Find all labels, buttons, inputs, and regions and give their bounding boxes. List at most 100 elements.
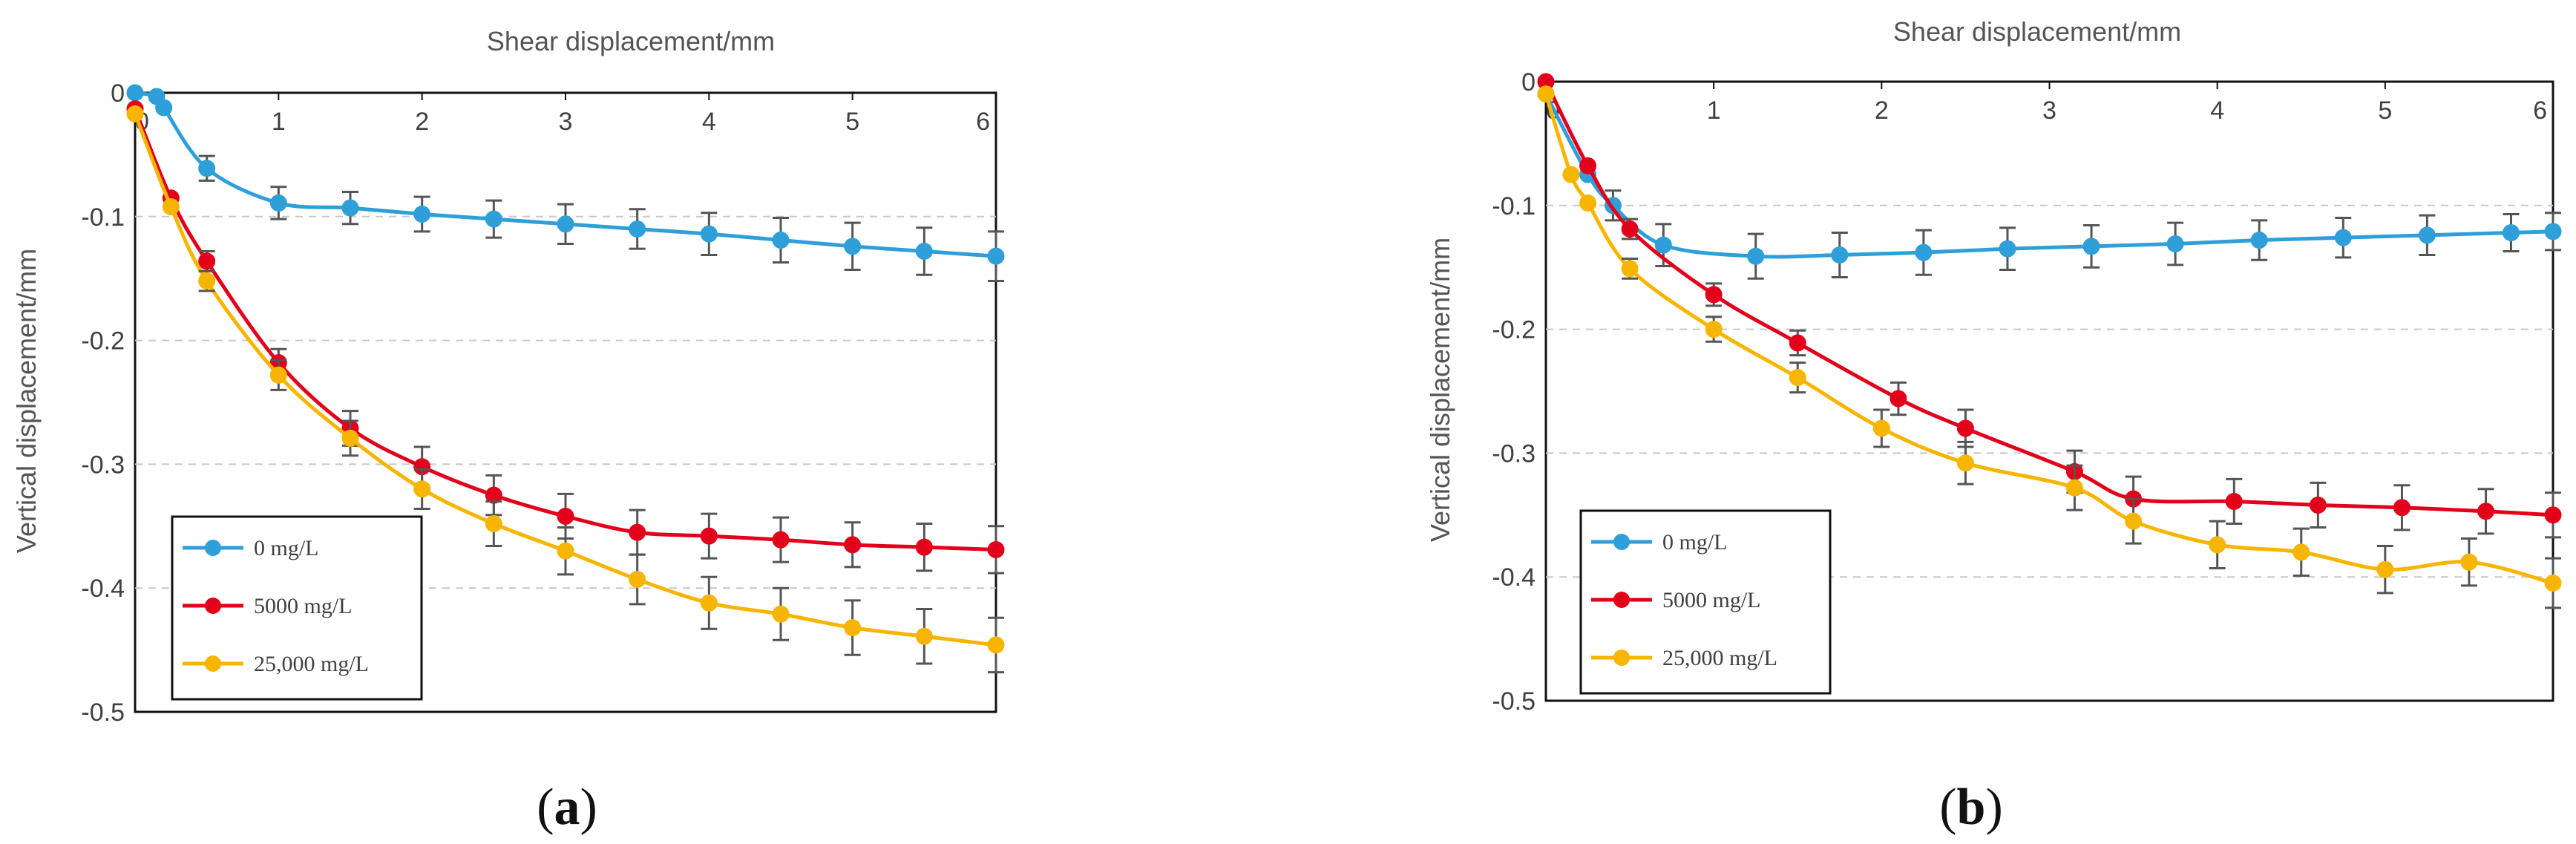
- x-tick-label: 5: [2378, 96, 2392, 125]
- data-point: [1562, 166, 1580, 183]
- x-tick-label: 4: [2210, 96, 2224, 125]
- legend-label: 0 mg/L: [1662, 530, 1728, 555]
- data-point: [557, 507, 574, 525]
- data-point: [198, 160, 216, 177]
- data-point: [1956, 454, 1974, 472]
- data-point: [198, 272, 216, 290]
- data-point: [1747, 247, 1765, 265]
- x-tick-label: 3: [559, 108, 573, 136]
- data-point: [1789, 369, 1806, 387]
- legend-swatch-marker: [205, 540, 221, 556]
- data-point: [915, 243, 933, 261]
- legend-label: 25,000 mg/L: [254, 652, 369, 676]
- data-point: [485, 210, 502, 228]
- panel-label: (a): [537, 779, 597, 836]
- y-tick-label: -0.4: [81, 575, 125, 603]
- data-point: [2209, 536, 2226, 554]
- data-point: [700, 527, 718, 545]
- series-5000-mg-l: [1537, 73, 2562, 539]
- x-tick-label: 1: [272, 108, 286, 136]
- data-point: [1872, 419, 1890, 437]
- data-point: [844, 238, 862, 255]
- y-tick-label: -0.4: [1492, 563, 1536, 592]
- data-point: [2125, 512, 2143, 530]
- data-point: [700, 225, 718, 243]
- data-point: [341, 199, 359, 217]
- x-tick-label: 2: [1875, 96, 1889, 125]
- data-point: [629, 571, 646, 589]
- x-tick-label: 6: [2533, 96, 2547, 125]
- legend: 0 mg/L 5000 mg/L 25,000 mg/L: [1579, 509, 1832, 695]
- data-point: [2376, 560, 2394, 578]
- data-point: [987, 540, 1005, 558]
- data-point: [2082, 238, 2100, 255]
- data-point: [2544, 575, 2562, 592]
- data-point: [126, 105, 144, 122]
- data-point: [1654, 236, 1672, 254]
- y-tick-label: -0.1: [1492, 192, 1536, 220]
- data-point: [772, 531, 790, 549]
- legend: 0 mg/L 5000 mg/L 25,000 mg/L: [171, 515, 423, 701]
- x-axis-title: Shear displacement/mm: [1893, 16, 2181, 47]
- legend-swatch-marker: [205, 655, 221, 672]
- data-point: [629, 220, 646, 238]
- data-point: [413, 480, 431, 498]
- data-point: [2334, 229, 2352, 246]
- data-point: [1999, 240, 2016, 258]
- data-point: [772, 605, 790, 623]
- data-point: [162, 197, 180, 215]
- series-0-mg-l: [126, 84, 1005, 283]
- data-point: [700, 594, 718, 612]
- x-tick-label: 4: [702, 108, 716, 136]
- y-tick-label: -0.5: [1492, 687, 1536, 716]
- data-point: [2393, 499, 2411, 517]
- data-point: [2166, 235, 2184, 253]
- y-axis-title: Vertical displacement/mm: [11, 249, 42, 553]
- data-point: [2250, 232, 2268, 249]
- legend-swatch-marker: [205, 598, 221, 614]
- data-point: [629, 523, 646, 541]
- y-tick-label: 0: [111, 79, 125, 108]
- y-tick-label: -0.2: [1492, 316, 1536, 344]
- data-point: [915, 538, 933, 556]
- data-point: [2502, 223, 2520, 241]
- y-tick-label: 0: [1521, 68, 1536, 96]
- y-axis-title: Vertical displacement/mm: [1425, 238, 1455, 542]
- data-point: [2418, 226, 2436, 244]
- data-point: [844, 619, 862, 637]
- data-point: [1537, 85, 1555, 103]
- data-point: [1831, 246, 1849, 264]
- data-point: [987, 247, 1005, 265]
- legend-swatch-marker: [1613, 534, 1630, 550]
- legend-swatch-marker: [1613, 592, 1630, 608]
- data-point: [2309, 496, 2327, 514]
- data-point: [269, 194, 287, 212]
- data-point: [987, 636, 1005, 654]
- x-tick-label: 5: [845, 108, 859, 136]
- data-point: [915, 627, 933, 645]
- legend-label: 5000 mg/L: [254, 594, 353, 618]
- legend-swatch-marker: [1613, 650, 1630, 666]
- x-tick-label: 2: [415, 108, 429, 136]
- data-point: [126, 84, 144, 102]
- data-point: [772, 231, 790, 249]
- series-25-000-mg-l: [1537, 85, 2562, 609]
- data-point: [485, 514, 502, 532]
- data-point: [1705, 286, 1723, 304]
- data-point: [1621, 260, 1639, 278]
- data-point: [341, 429, 359, 447]
- x-tick-label: 1: [1707, 96, 1721, 125]
- data-point: [557, 215, 574, 233]
- legend-label: 5000 mg/L: [1662, 588, 1761, 612]
- data-point: [1789, 334, 1806, 352]
- data-point: [2065, 479, 2083, 497]
- data-point: [269, 366, 287, 384]
- data-point: [2544, 506, 2562, 524]
- data-point: [1579, 194, 1597, 212]
- y-tick-label: -0.3: [1492, 439, 1536, 468]
- data-point: [2460, 553, 2478, 571]
- data-point: [1579, 157, 1597, 174]
